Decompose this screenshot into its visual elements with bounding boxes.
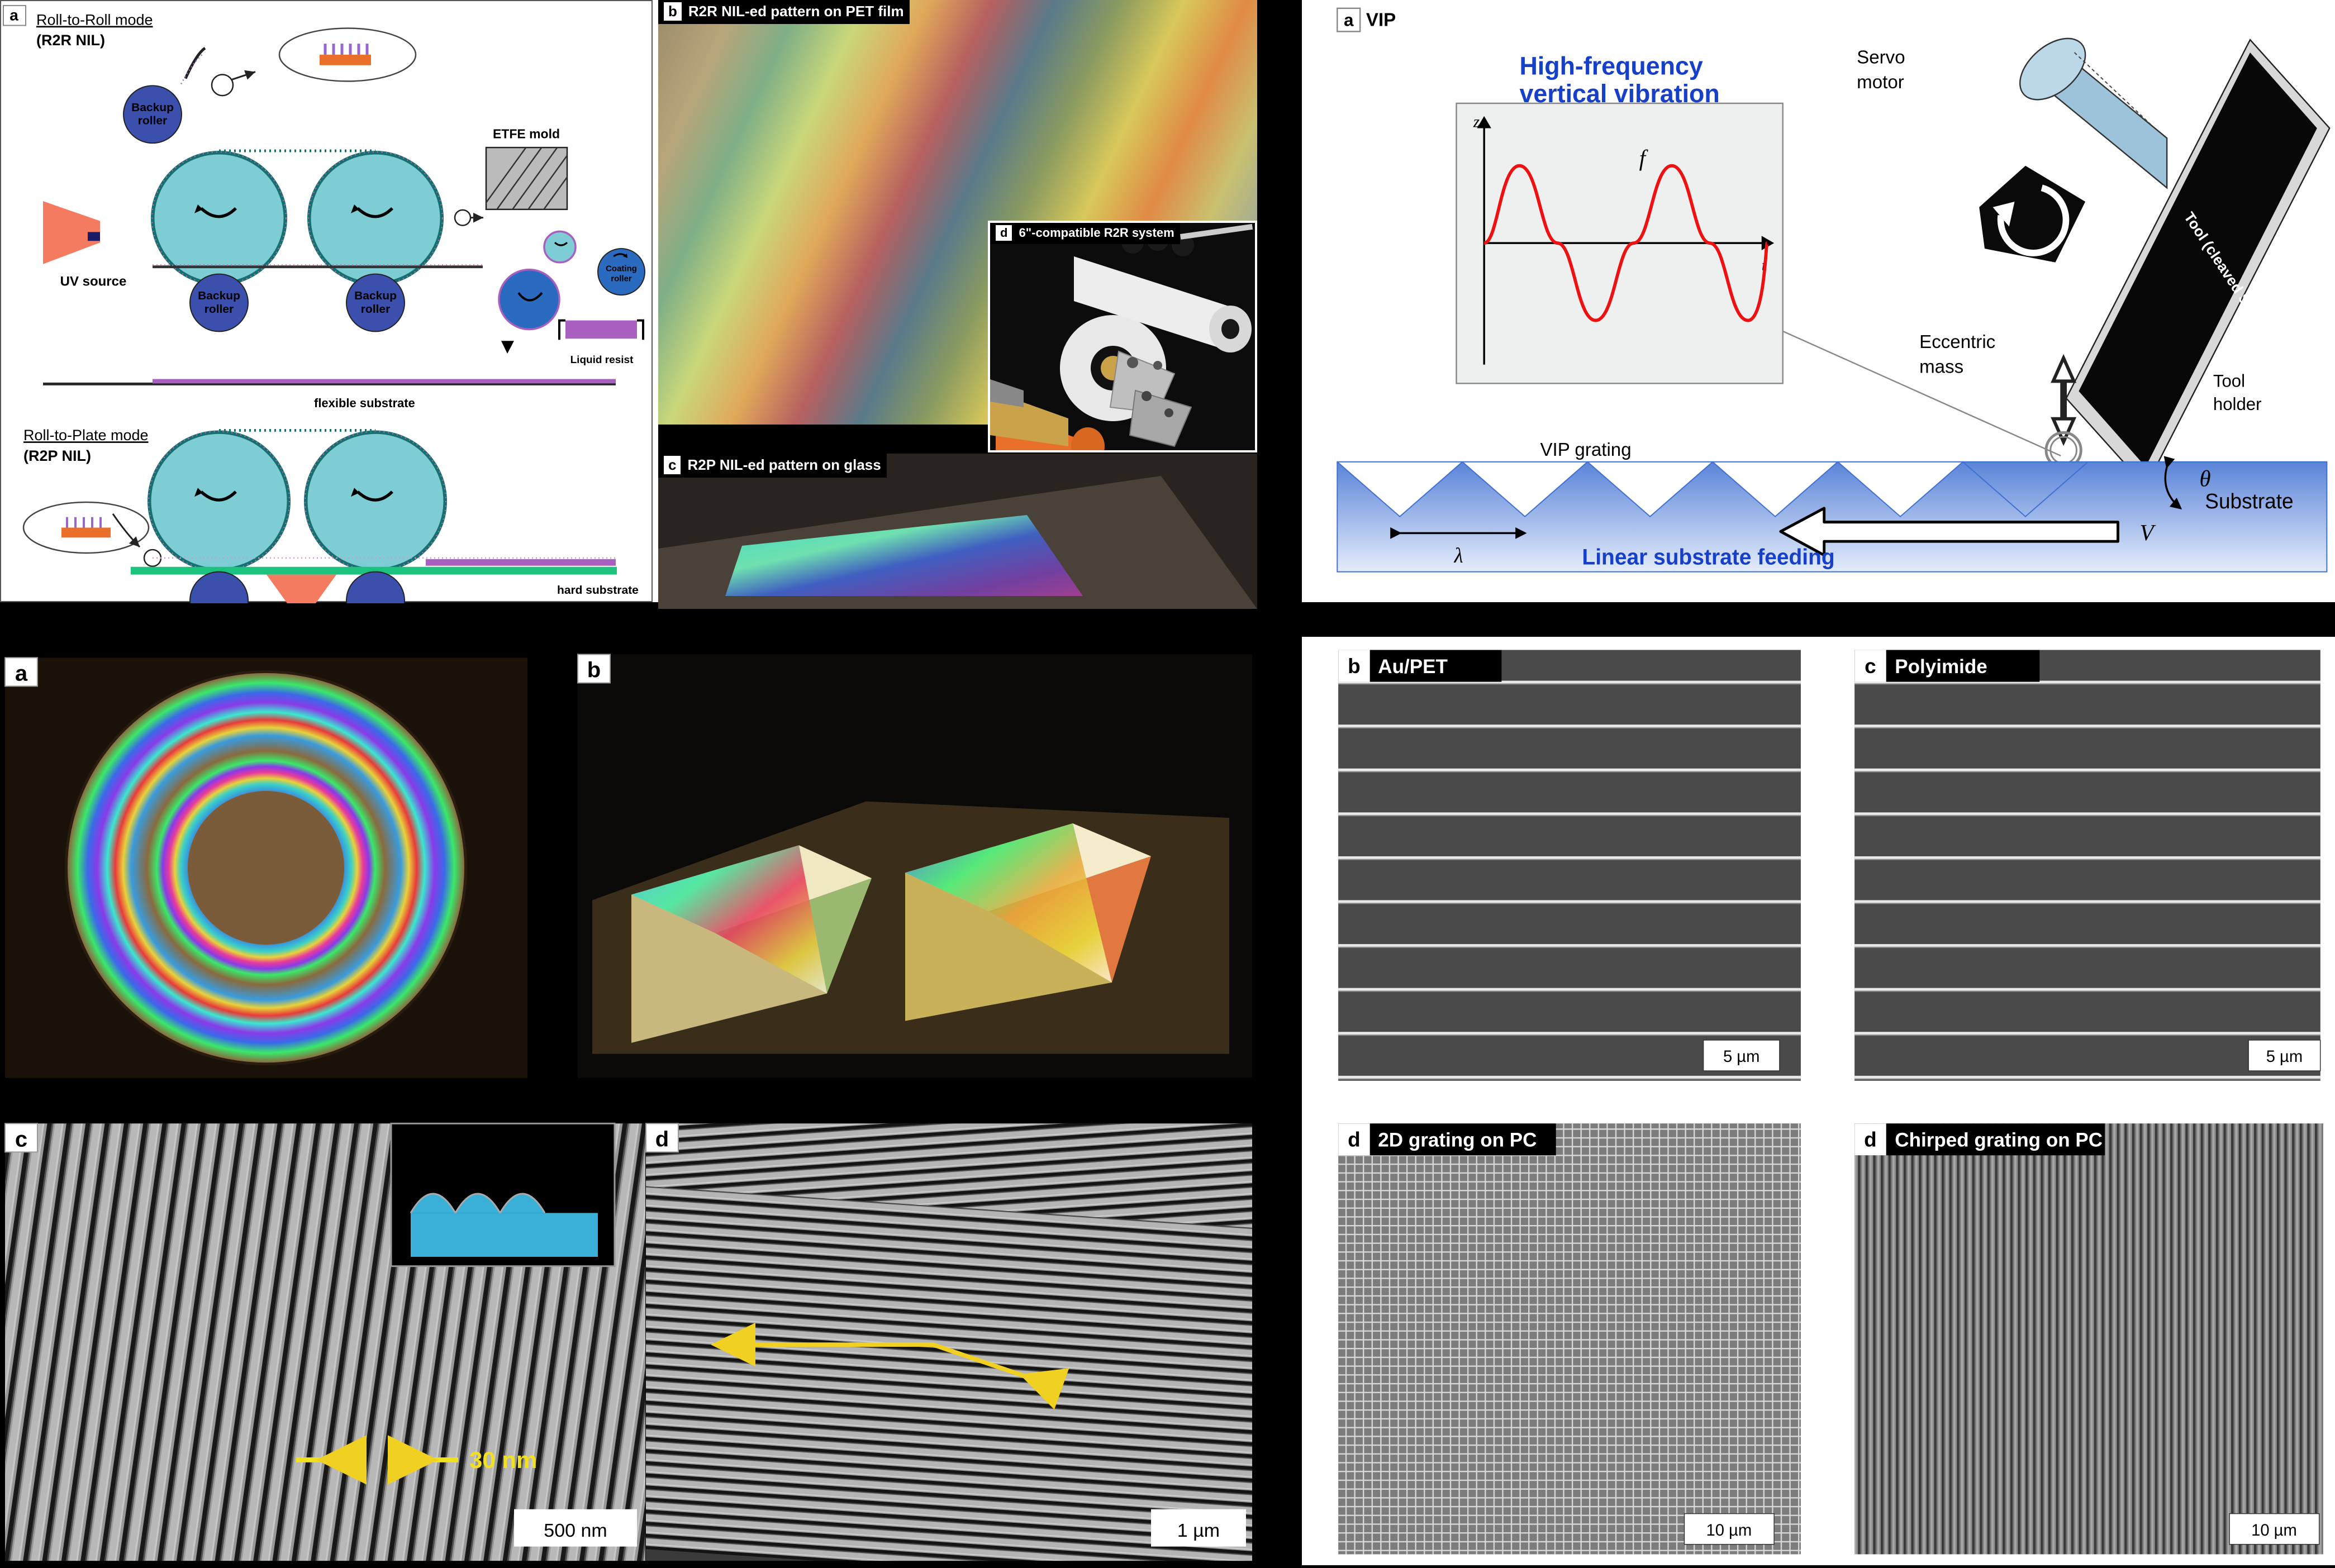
svg-text:a: a bbox=[9, 7, 18, 24]
svg-text:High-frequency: High-frequency bbox=[1519, 51, 1702, 80]
svg-text:Eccentric: Eccentric bbox=[1919, 332, 1995, 352]
svg-text:Roll-to-Roll mode: Roll-to-Roll mode bbox=[36, 12, 153, 28]
svg-text:Servo: Servo bbox=[1857, 47, 1905, 68]
svg-text:5 µm: 5 µm bbox=[2266, 1047, 2303, 1066]
svg-text:roller: roller bbox=[138, 115, 168, 127]
svg-text:d: d bbox=[655, 1127, 669, 1152]
svg-text:Chirped grating on PC: Chirped grating on PC bbox=[1895, 1129, 2103, 1151]
svg-text:Liquid resist: Liquid resist bbox=[570, 354, 634, 366]
svg-text:Tool: Tool bbox=[2213, 371, 2245, 390]
svg-text:Polyimide: Polyimide bbox=[1895, 656, 1987, 678]
svg-text:1 µm: 1 µm bbox=[1177, 1521, 1220, 1541]
svg-text:z: z bbox=[1473, 113, 1480, 131]
svg-text:UV source: UV source bbox=[60, 274, 127, 289]
svg-text:(R2P NIL): (R2P NIL) bbox=[23, 447, 91, 464]
svg-text:θ: θ bbox=[2200, 465, 2211, 491]
svg-text:10 µm: 10 µm bbox=[2251, 1521, 2297, 1540]
svg-text:a: a bbox=[15, 661, 28, 686]
svg-text:Coating: Coating bbox=[606, 265, 637, 274]
svg-text:c: c bbox=[15, 1127, 27, 1152]
svg-text:motor: motor bbox=[1857, 72, 1904, 93]
svg-text:ETFE mold: ETFE mold bbox=[493, 126, 560, 141]
svg-text:mass: mass bbox=[1919, 356, 1963, 377]
svg-text:30 nm: 30 nm bbox=[469, 1447, 537, 1473]
svg-text:roller: roller bbox=[611, 274, 632, 283]
svg-text:roller: roller bbox=[205, 303, 234, 316]
svg-text:Substrate: Substrate bbox=[2205, 489, 2293, 513]
svg-text:b: b bbox=[1348, 654, 1361, 678]
svg-text:5 µm: 5 µm bbox=[1723, 1047, 1760, 1066]
svg-text:Backup: Backup bbox=[354, 289, 397, 302]
svg-text:holder: holder bbox=[2213, 394, 2262, 414]
svg-text:d: d bbox=[1348, 1127, 1361, 1151]
svg-text:λ: λ bbox=[1454, 545, 1463, 568]
svg-text:c: c bbox=[1865, 654, 1876, 678]
svg-text:2D grating on PC: 2D grating on PC bbox=[1378, 1129, 1537, 1151]
svg-text:flexible substrate: flexible substrate bbox=[314, 396, 415, 410]
svg-text:b: b bbox=[587, 658, 601, 683]
svg-text:(R2R NIL): (R2R NIL) bbox=[36, 32, 105, 49]
svg-text:Backup: Backup bbox=[198, 289, 240, 302]
svg-text:VIP grating: VIP grating bbox=[1540, 440, 1631, 460]
svg-text:Linear substrate feeding: Linear substrate feeding bbox=[1582, 545, 1834, 569]
svg-text:VIP: VIP bbox=[1366, 9, 1396, 30]
svg-text:500 nm: 500 nm bbox=[544, 1521, 607, 1541]
svg-text:Backup: Backup bbox=[131, 101, 174, 114]
svg-text:10 µm: 10 µm bbox=[1706, 1521, 1752, 1540]
svg-text:roller: roller bbox=[361, 303, 391, 316]
svg-text:hard substrate: hard substrate bbox=[557, 584, 639, 597]
svg-text:d: d bbox=[1864, 1127, 1877, 1151]
svg-text:Au/PET: Au/PET bbox=[1378, 656, 1448, 678]
svg-text:a: a bbox=[1344, 10, 1354, 30]
svg-text:Roll-to-Plate mode: Roll-to-Plate mode bbox=[23, 427, 149, 444]
